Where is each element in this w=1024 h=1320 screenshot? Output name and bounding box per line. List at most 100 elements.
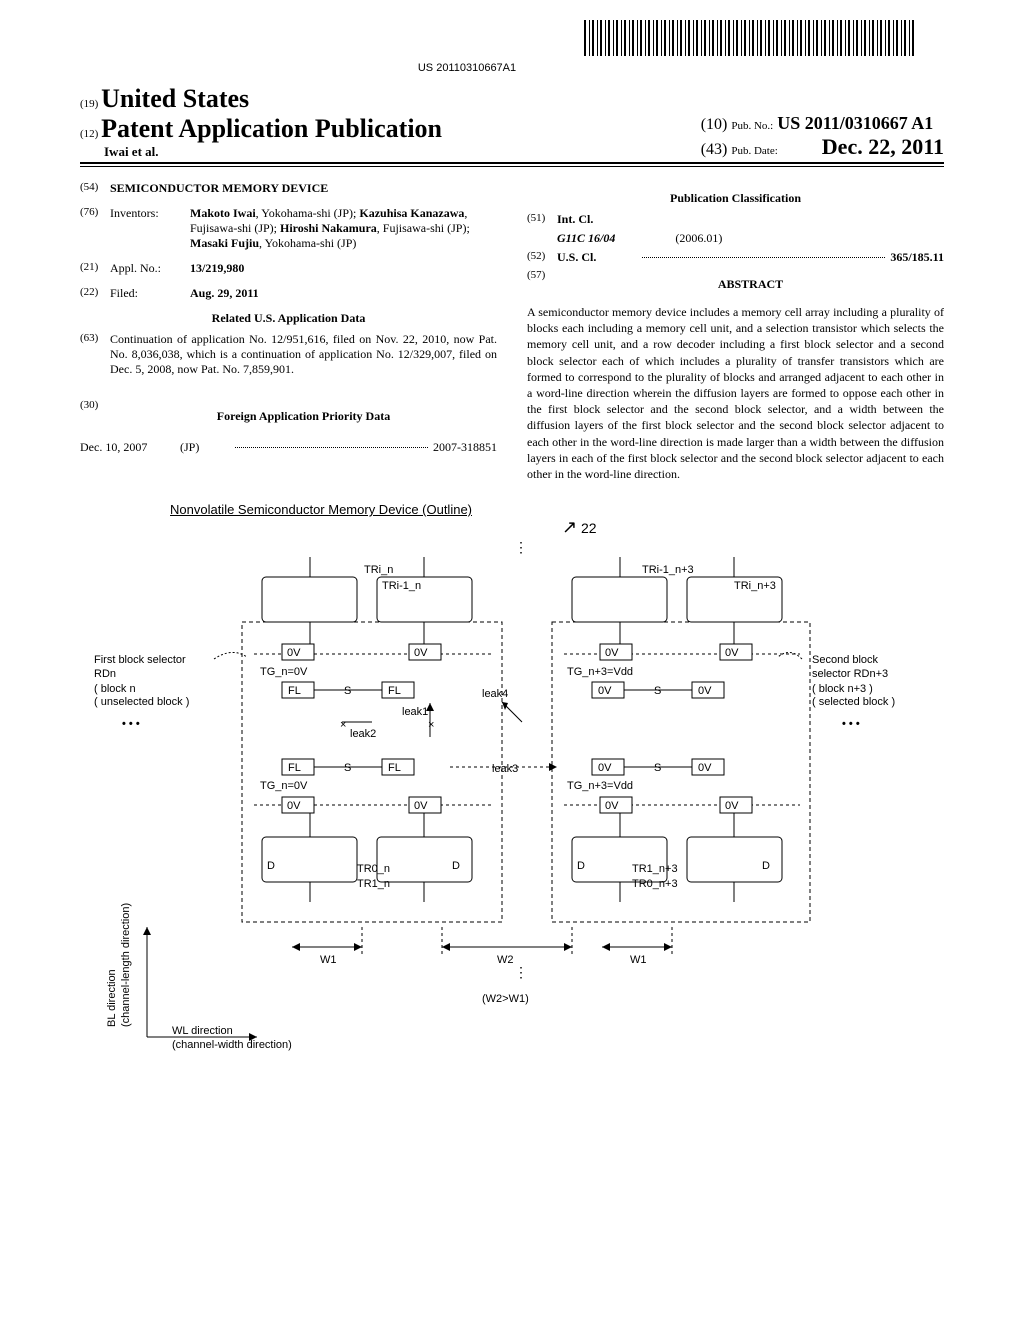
inventors-label: Inventors: — [110, 206, 190, 221]
foreign-date: Dec. 10, 2007 — [80, 440, 180, 455]
foreign-num: 2007-318851 — [433, 440, 497, 455]
svg-text:TRi-1_n: TRi-1_n — [382, 580, 421, 592]
svg-text:0V: 0V — [605, 800, 619, 812]
related-code: (63) — [80, 332, 110, 344]
date-label: Pub. Date: — [731, 145, 777, 157]
svg-text:0V: 0V — [414, 800, 428, 812]
second-block-label: Second block — [812, 654, 879, 666]
code-10: (10) — [701, 116, 728, 133]
svg-text:( block n+3 ): ( block n+3 ) — [812, 683, 873, 695]
barcode-region: US 20110310667A1 — [80, 20, 944, 74]
svg-text:WL direction: WL direction — [172, 1025, 233, 1037]
svg-text:TG_n=0V: TG_n=0V — [260, 780, 308, 792]
inventors-code: (76) — [80, 206, 110, 218]
related-title: Related U.S. Application Data — [80, 311, 497, 326]
svg-text:FL: FL — [388, 685, 401, 697]
svg-text:0V: 0V — [725, 647, 739, 659]
svg-text:leak4: leak4 — [482, 688, 508, 700]
intcl-value: G11C 16/04 — [557, 231, 615, 246]
svg-text:FL: FL — [388, 762, 401, 774]
svg-text:TR1_n+3: TR1_n+3 — [632, 863, 678, 875]
filed-label: Filed: — [110, 286, 190, 301]
svg-text:leak1: leak1 — [402, 706, 428, 718]
code-43: (43) — [701, 141, 728, 158]
svg-text:( selected block ): ( selected block ) — [812, 696, 895, 708]
header: (19) United States (12) Patent Applicati… — [80, 84, 944, 164]
foreign-title: Foreign Application Priority Data — [110, 409, 497, 424]
svg-text:(channel-width direction): (channel-width direction) — [172, 1039, 292, 1051]
svg-text:RDn: RDn — [94, 668, 116, 680]
svg-text:TRi-1_n+3: TRi-1_n+3 — [642, 564, 694, 576]
svg-text:( unselected block ): ( unselected block ) — [94, 696, 189, 708]
pub-type: Patent Application Publication — [101, 114, 442, 143]
svg-text:leak3: leak3 — [492, 763, 518, 775]
svg-text:leak2: leak2 — [350, 728, 376, 740]
intcl-year: (2006.01) — [675, 231, 722, 246]
figure-title: Nonvolatile Semiconductor Memory Device … — [170, 502, 944, 517]
svg-text:×: × — [428, 719, 434, 731]
svg-text:TRi_n: TRi_n — [364, 564, 393, 576]
svg-text:×: × — [340, 719, 346, 731]
svg-text:TR0_n: TR0_n — [357, 863, 390, 875]
authors: Iwai et al. — [104, 144, 442, 160]
abstract-code: (57) — [527, 269, 557, 300]
svg-text:0V: 0V — [698, 762, 712, 774]
svg-text:D: D — [452, 860, 460, 872]
filed-code: (22) — [80, 286, 110, 298]
uscl-value: 365/185.11 — [890, 250, 944, 265]
related-text: Continuation of application No. 12/951,6… — [110, 332, 497, 377]
country: United States — [101, 84, 249, 113]
first-block-label: First block selector — [94, 654, 186, 666]
svg-text:0V: 0V — [414, 647, 428, 659]
svg-text:TG_n=0V: TG_n=0V — [260, 666, 308, 678]
svg-text:S: S — [344, 685, 351, 697]
svg-text:TG_n+3=Vdd: TG_n+3=Vdd — [567, 780, 633, 792]
svg-text:• • •: • • • — [122, 718, 140, 730]
svg-text:FL: FL — [288, 685, 301, 697]
pubno: US 2011/0310667 A1 — [777, 113, 933, 133]
svg-text:0V: 0V — [287, 800, 301, 812]
title-code: (54) — [80, 181, 110, 193]
svg-text:S: S — [654, 762, 661, 774]
barcode-number: US 20110310667A1 — [80, 62, 914, 74]
svg-text:0V: 0V — [598, 685, 612, 697]
intcl-code: (51) — [527, 212, 557, 227]
svg-text:W2: W2 — [497, 954, 514, 966]
circuit-diagram: ↗ 22 First block selector RDn ( block n … — [82, 527, 942, 1087]
svg-text:⋮: ⋮ — [514, 539, 528, 555]
applno-label: Appl. No.: — [110, 261, 190, 276]
abstract-text: A semiconductor memory device includes a… — [527, 304, 944, 482]
svg-text:D: D — [267, 860, 275, 872]
pubno-label: Pub. No.: — [731, 120, 773, 132]
svg-text:0V: 0V — [598, 762, 612, 774]
abstract-title: ABSTRACT — [557, 277, 944, 292]
svg-text:S: S — [344, 762, 351, 774]
svg-text:FL: FL — [288, 762, 301, 774]
svg-text:TRi_n+3: TRi_n+3 — [734, 580, 776, 592]
svg-text:⋮: ⋮ — [514, 964, 528, 980]
barcode-icon — [584, 20, 914, 56]
uscl-label: U.S. Cl. — [557, 250, 637, 265]
svg-text:TR0_n+3: TR0_n+3 — [632, 878, 678, 890]
date: Dec. 22, 2011 — [822, 134, 944, 159]
dots-leader — [642, 250, 885, 258]
svg-text:D: D — [762, 860, 770, 872]
svg-text:( block n: ( block n — [94, 683, 136, 695]
patent-title: SEMICONDUCTOR MEMORY DEVICE — [110, 181, 497, 196]
svg-text:W1: W1 — [630, 954, 647, 966]
svg-text:BL direction: BL direction — [106, 969, 118, 1027]
dots-leader — [235, 440, 428, 448]
code-12: (12) — [80, 128, 98, 140]
svg-text:(W2>W1): (W2>W1) — [482, 993, 529, 1005]
svg-text:W1: W1 — [320, 954, 337, 966]
svg-text:TG_n+3=Vdd: TG_n+3=Vdd — [567, 666, 633, 678]
code-19: (19) — [80, 98, 98, 110]
svg-text:D: D — [577, 860, 585, 872]
left-column: (54) SEMICONDUCTOR MEMORY DEVICE (76) In… — [80, 181, 497, 482]
svg-text:0V: 0V — [698, 685, 712, 697]
filed-value: Aug. 29, 2011 — [190, 286, 497, 301]
classification-title: Publication Classification — [527, 191, 944, 206]
foreign-code: (30) — [80, 399, 110, 411]
svg-text:0V: 0V — [605, 647, 619, 659]
inventors-value: Makoto Iwai, Yokohama-shi (JP); Kazuhisa… — [190, 206, 497, 251]
